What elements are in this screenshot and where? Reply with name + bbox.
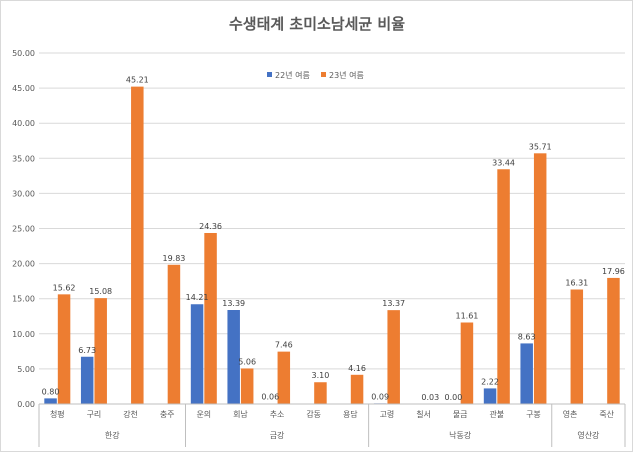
x-tick-label: 칠서 (416, 410, 431, 419)
x-tick-label: 강천 (123, 409, 138, 419)
bar-22-1 (80, 356, 94, 404)
bar-23-14 (570, 289, 584, 404)
data-label: 0.80 (42, 387, 60, 396)
x-tick-label: 고령 (380, 410, 395, 419)
bar-23-9 (387, 310, 400, 404)
y-tick-label: 25.00 (12, 225, 35, 234)
data-label: 24.36 (199, 222, 222, 231)
data-label: 5.06 (238, 357, 256, 366)
x-tick-label: 관불 (489, 409, 504, 419)
legend-label: 23년 여름 (329, 70, 364, 80)
bar-23-13 (533, 153, 547, 404)
chart-title: 수생태계 초미소남세균 비율 (229, 15, 405, 33)
x-tick-label: 구리 (87, 410, 102, 419)
data-label: 16.31 (565, 279, 588, 288)
data-label: 13.39 (222, 299, 245, 308)
y-tick-label: 45.00 (12, 84, 35, 93)
y-tick-label: 0.00 (17, 400, 35, 409)
bar-23-12 (497, 169, 510, 404)
bar-23-2 (131, 86, 144, 405)
data-label: 14.21 (186, 293, 209, 302)
bar-23-11 (460, 322, 474, 404)
bar-22-12 (483, 388, 497, 404)
group-label: 금강 (270, 430, 285, 440)
y-tick-label: 15.00 (12, 295, 35, 304)
data-label: 17.96 (602, 267, 625, 276)
data-label: 0.00 (445, 393, 463, 402)
x-tick-label: 감동 (306, 409, 321, 419)
bar-22-4 (190, 304, 204, 404)
y-axis: 0.00 5.00 10.00 15.00 20.00 25.00 30.00 35.00 40… (12, 49, 35, 409)
legend: 22년 여름 23년 여름 (267, 70, 364, 80)
x-tick-label: 충주 (160, 410, 175, 419)
data-label: 6.73 (78, 346, 96, 355)
x-tick-label: 용담 (343, 409, 358, 419)
y-tick-label: 40.00 (12, 119, 35, 128)
bar-23-1 (94, 298, 107, 404)
data-label: 15.62 (53, 283, 76, 292)
bar-23-7 (314, 382, 327, 404)
data-label: 0.03 (421, 393, 439, 402)
bar-23-0 (57, 294, 71, 404)
bar-23-3 (167, 264, 181, 404)
data-label: 45.21 (126, 76, 149, 85)
data-label: 15.08 (89, 287, 112, 296)
bar-23-4 (204, 232, 217, 404)
x-tick-label: 운의 (196, 409, 211, 419)
x-tick-label: 청평 (50, 409, 65, 419)
y-tick-label: 50.00 (12, 49, 35, 58)
data-label: 2.22 (481, 377, 499, 386)
x-tick-label: 구봉 (526, 410, 541, 419)
y-tick-label: 10.00 (12, 330, 35, 339)
legend-label: 22년 여름 (275, 70, 310, 80)
x-tick-label: 회남 (233, 410, 248, 419)
bar-22-13 (520, 343, 533, 404)
bar-23-15 (607, 277, 620, 404)
bar-22-5 (227, 310, 240, 404)
bar-22-0 (44, 398, 57, 404)
bars (44, 86, 620, 405)
legend-swatch-23 (321, 72, 326, 77)
data-label: 4.16 (348, 364, 366, 373)
data-label: 11.61 (455, 311, 478, 320)
x-tick-label: 추소 (270, 410, 285, 419)
data-label: 13.37 (382, 299, 405, 308)
bar-23-6 (277, 351, 291, 404)
y-tick-label: 30.00 (12, 189, 35, 198)
bar-23-8 (350, 374, 364, 404)
y-tick-label: 5.00 (17, 365, 35, 374)
legend-swatch-22 (267, 72, 272, 77)
data-label: 3.10 (312, 371, 330, 380)
data-label: 33.44 (492, 158, 515, 167)
x-tick-label: 물금 (453, 410, 468, 419)
y-tick-label: 20.00 (12, 260, 35, 269)
bar-23-5 (240, 368, 254, 404)
data-label: 8.63 (518, 332, 536, 341)
group-label: 낙동강 (449, 430, 472, 440)
group-label: 한강 (105, 430, 120, 440)
data-label: 7.46 (275, 341, 293, 350)
data-label: 19.83 (162, 254, 185, 263)
x-tick-label: 죽산 (599, 409, 614, 419)
data-label: 35.71 (529, 142, 552, 151)
x-tick-label: 영촌 (563, 409, 578, 419)
data-label: 0.09 (371, 392, 389, 401)
group-label: 영산강 (577, 430, 600, 440)
data-label: 0.06 (261, 393, 279, 402)
y-tick-label: 35.00 (12, 154, 35, 163)
data-labels: 0.80 15.62 6.73 15.08 45.21 19.83 14.21 24.36 13… (42, 76, 625, 402)
